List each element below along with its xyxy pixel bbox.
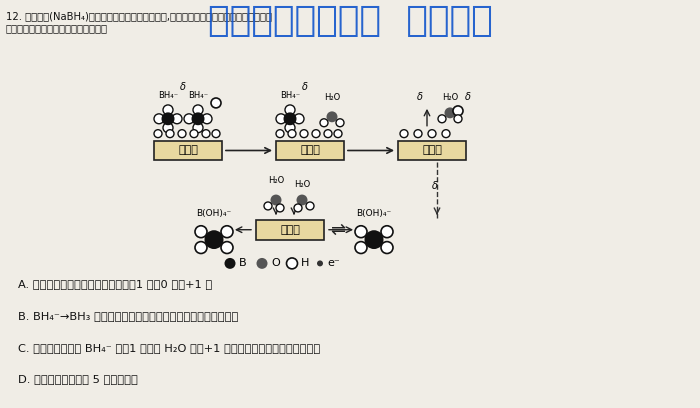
Text: 催化剂: 催化剂 [178,146,198,155]
Circle shape [195,226,207,237]
Circle shape [381,226,393,237]
Circle shape [163,123,173,133]
Circle shape [204,230,223,249]
Circle shape [284,112,297,125]
Circle shape [453,106,463,116]
Text: δ: δ [302,82,308,92]
Text: H₂O: H₂O [268,176,284,185]
Circle shape [286,258,297,269]
Circle shape [444,107,456,118]
Circle shape [414,130,422,137]
Text: B(OH)₄⁻: B(OH)₄⁻ [197,209,232,218]
Circle shape [326,111,337,122]
Text: BH₄⁻: BH₄⁻ [188,91,208,100]
Circle shape [202,114,212,124]
Circle shape [400,130,408,137]
Circle shape [163,105,173,115]
Text: 催化剂: 催化剂 [422,146,442,155]
FancyBboxPatch shape [256,220,324,239]
Text: BH₄⁻: BH₄⁻ [280,91,300,100]
Text: 微观过程如图所示。下列说法错误的是: 微观过程如图所示。下列说法错误的是 [6,23,108,33]
Circle shape [438,115,446,123]
Circle shape [154,114,164,124]
Circle shape [195,242,207,253]
Text: 微信公众号关注：  趣找答案: 微信公众号关注： 趣找答案 [208,4,492,38]
FancyBboxPatch shape [276,141,344,160]
Text: δ: δ [180,82,186,92]
Circle shape [212,130,220,137]
Circle shape [202,130,210,137]
Text: O: O [271,258,280,268]
Text: H₂O: H₂O [294,180,310,188]
Circle shape [221,242,233,253]
Circle shape [334,130,342,137]
Circle shape [190,130,198,137]
Circle shape [294,114,304,124]
Circle shape [317,260,323,266]
Circle shape [454,115,462,123]
Text: H₂O: H₂O [442,93,458,102]
Circle shape [297,195,307,206]
Circle shape [166,130,174,137]
Circle shape [312,130,320,137]
Circle shape [306,202,314,210]
Text: C. 总反应的实质为 BH₄⁻ 中－1 价氢与 H₂O 中的+1 价氢发生氧化还原反应生成氢气: C. 总反应的实质为 BH₄⁻ 中－1 价氢与 H₂O 中的+1 价氢发生氧化还… [18,343,321,353]
Text: δ: δ [465,92,471,102]
Circle shape [381,242,393,253]
Circle shape [442,130,450,137]
Circle shape [184,114,194,124]
Text: B: B [239,258,246,268]
Circle shape [285,123,295,133]
Circle shape [256,258,267,269]
Text: δ: δ [432,181,438,191]
Text: A. 转化过程中，氢元素的化合价有－1 价、0 价和+1 价: A. 转化过程中，氢元素的化合价有－1 价、0 价和+1 价 [18,279,212,289]
Text: B. BH₄⁻→BH₃ 过程中，既有化学键的断裂，又有化学键的形成: B. BH₄⁻→BH₃ 过程中，既有化学键的断裂，又有化学键的形成 [18,311,239,321]
Circle shape [324,130,332,137]
Circle shape [193,105,203,115]
Circle shape [270,195,281,206]
Text: ⇌: ⇌ [330,221,346,239]
Circle shape [428,130,436,137]
Circle shape [221,226,233,237]
Circle shape [294,204,302,212]
Circle shape [264,202,272,210]
Circle shape [178,130,186,137]
Circle shape [365,230,384,249]
Circle shape [276,114,286,124]
Text: B(OH)₄⁻: B(OH)₄⁻ [356,209,391,218]
Circle shape [288,130,296,137]
Circle shape [211,98,221,108]
Text: 催化剂: 催化剂 [300,146,320,155]
Text: δ: δ [417,92,423,102]
Circle shape [276,130,284,137]
Circle shape [300,130,308,137]
Circle shape [276,204,284,212]
Circle shape [162,112,174,125]
Text: e⁻: e⁻ [327,258,340,268]
Circle shape [154,130,162,137]
Text: BH₄⁻: BH₄⁻ [158,91,178,100]
Circle shape [193,123,203,133]
Text: D. 整个过程中出现了 5 种含硼微粒: D. 整个过程中出现了 5 种含硼微粒 [18,374,138,384]
Text: H₂O: H₂O [324,93,340,102]
Circle shape [355,226,367,237]
Circle shape [355,242,367,253]
Text: 催化剂: 催化剂 [280,225,300,235]
FancyBboxPatch shape [154,141,222,160]
Text: 12. 硼氢化钠(NaBH₄)是有机反应中常用的强还原剂,其在催化剂作用下与水反应获得氢气的: 12. 硼氢化钠(NaBH₄)是有机反应中常用的强还原剂,其在催化剂作用下与水反… [6,11,272,21]
Text: H: H [301,258,309,268]
Circle shape [192,112,204,125]
Circle shape [320,119,328,127]
Circle shape [285,105,295,115]
Circle shape [225,258,235,269]
Circle shape [336,119,344,127]
Circle shape [172,114,182,124]
FancyBboxPatch shape [398,141,466,160]
